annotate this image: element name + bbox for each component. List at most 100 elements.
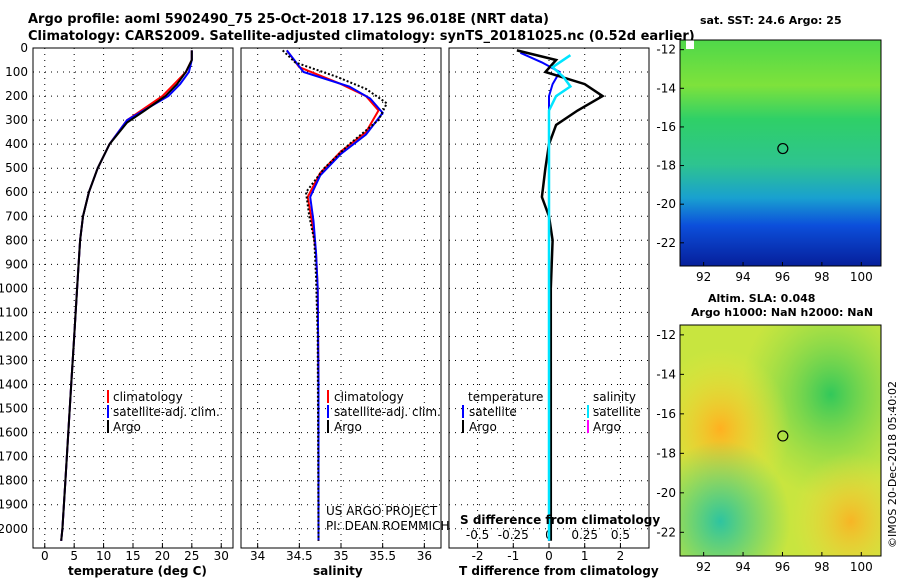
series-satellite-adj-clim- — [286, 49, 384, 541]
map-x-tick-1: 94 — [735, 560, 750, 574]
x-tick-labels: 92 94 96 98 100 — [696, 552, 873, 574]
grid-dots — [449, 47, 649, 548]
y-tick-15: 1500 — [0, 402, 28, 416]
legend-climatology: climatology — [113, 390, 183, 404]
legend-salinity-heading: salinity — [593, 390, 636, 404]
x-tick-labels: 0 5 10 15 20 25 30 — [41, 549, 229, 563]
y-tick-19: 1900 — [0, 498, 28, 512]
y-tick-18: 1800 — [0, 474, 28, 488]
map-y-tick-3: -18 — [656, 159, 676, 173]
map-y-tick-4: -20 — [656, 197, 676, 211]
legend: climatology satellite-adj. clim. Argo — [327, 390, 441, 434]
map-y-tick-5: -22 — [656, 236, 676, 250]
x-tick-labels: 34 34.5 35 35.5 36 — [250, 549, 432, 563]
legend-climatology: climatology — [334, 390, 404, 404]
series-salinity-satellite — [547, 54, 573, 541]
legend-satellite: satellite-adj. clim. — [113, 405, 220, 419]
x-tick-2: 0 — [545, 549, 553, 563]
map-x-tick-0: 92 — [696, 560, 711, 574]
sst-map-title: sat. SST: 24.6 Argo: 25 — [700, 14, 842, 27]
imos-timestamp: ©IMOS 20-Dec-2018 05:40:02 — [886, 381, 899, 548]
y-tick-16: 1600 — [0, 426, 28, 440]
x-tick-5: 25 — [184, 549, 199, 563]
legend: climatology satellite-adj. clim. Argo — [107, 390, 220, 434]
legend-argo: Argo — [113, 420, 141, 434]
x-axis-label: T difference from climatology — [459, 564, 659, 578]
y-tick-labels: -12 -14 -16 -18 -20 -22 — [656, 328, 684, 539]
y-tick-0: 0 — [20, 41, 28, 55]
s-axis-label: S difference from climatology — [460, 513, 660, 527]
map-y-tick-0: -12 — [656, 43, 676, 57]
y-tick-1: 100 — [5, 65, 28, 79]
x-tick-labels: 92 94 96 98 100 — [696, 262, 873, 284]
legend-satellite: satellite-adj. clim. — [334, 405, 441, 419]
x-tick-3: 35.5 — [369, 549, 396, 563]
x-tick-1: 5 — [70, 549, 78, 563]
map-x-tick-0: 92 — [696, 270, 711, 284]
x-tick-0: 0 — [41, 549, 49, 563]
data-lines — [516, 49, 605, 541]
map-frame — [679, 324, 882, 557]
series-argo — [282, 49, 389, 541]
y-tick-8: 800 — [5, 233, 28, 247]
pi-annotation-line1: US ARGO PROJECT — [326, 504, 438, 518]
x-tick-6: 30 — [214, 549, 229, 563]
x-tick-0: -2 — [472, 549, 484, 563]
map-y-tick-3: -18 — [656, 446, 676, 460]
grid-dots — [241, 47, 441, 548]
legend-s-satellite: satellite — [593, 405, 641, 419]
x-tick-2: 10 — [96, 549, 111, 563]
x-tick-labels: -2 -1 0 1 2 — [472, 549, 625, 563]
y-tick-6: 600 — [5, 185, 28, 199]
sla-map-title-1: Altim. SLA: 0.048 — [708, 292, 816, 305]
x-tick-1: 34.5 — [286, 549, 313, 563]
x-axis-label: temperature (deg C) — [68, 564, 207, 578]
legend-salinity: salinity satellite Argo — [587, 390, 641, 434]
legend-argo: Argo — [334, 420, 362, 434]
y-tick-9: 900 — [5, 257, 28, 271]
x-tick-4: 20 — [155, 549, 170, 563]
map-y-tick-2: -16 — [656, 407, 676, 421]
y-tick-2: 200 — [5, 89, 28, 103]
y-tick-13: 1300 — [0, 354, 28, 368]
y-tick-labels: -12 -14 -16 -18 -20 -22 — [656, 43, 684, 250]
y-tick-4: 400 — [5, 137, 28, 151]
map-x-tick-4: 100 — [850, 560, 873, 574]
map-x-tick-3: 98 — [814, 560, 829, 574]
y-tick-5: 500 — [5, 161, 28, 175]
grid-dots — [33, 47, 233, 548]
y-tick-labels: 0 100 200 300 400 500 600 700 800 900 1000 1100 1200… — [0, 41, 28, 536]
data-lines — [282, 49, 389, 541]
x-tick-4: 36 — [417, 549, 432, 563]
series-temperature-argo — [516, 49, 605, 541]
map-y-tick-4: -20 — [656, 486, 676, 500]
legend-temperature: temperature satellite Argo — [462, 390, 543, 434]
title-line-1: Argo profile: aoml 5902490_75 25-Oct-201… — [28, 12, 549, 27]
legend-t-argo: Argo — [469, 420, 497, 434]
argo-location-marker — [777, 430, 789, 442]
legend-t-satellite: satellite — [469, 405, 517, 419]
map-y-tick-1: -14 — [656, 367, 676, 381]
map-x-tick-2: 96 — [775, 560, 790, 574]
series-argo — [60, 50, 193, 541]
missing-data-patch — [686, 40, 694, 49]
y-tick-3: 300 — [5, 113, 28, 127]
map-y-tick-0: -12 — [656, 328, 676, 342]
y-tick-20: 2000 — [0, 522, 28, 536]
sla-map-title-2: Argo h1000: NaN h2000: NaN — [691, 306, 874, 319]
legend-s-argo: Argo — [593, 420, 621, 434]
map-x-tick-2: 96 — [775, 270, 790, 284]
x-tick-1: -1 — [507, 549, 519, 563]
map-y-tick-2: -16 — [656, 120, 676, 134]
map-y-tick-5: -22 — [656, 525, 676, 539]
y-tick-14: 1400 — [0, 378, 28, 392]
map-frame — [679, 39, 882, 267]
x-tick-0: 34 — [250, 549, 265, 563]
argo-location-marker — [777, 142, 789, 155]
title-line-2: Climatology: CARS2009. Satellite-adjuste… — [28, 29, 695, 44]
